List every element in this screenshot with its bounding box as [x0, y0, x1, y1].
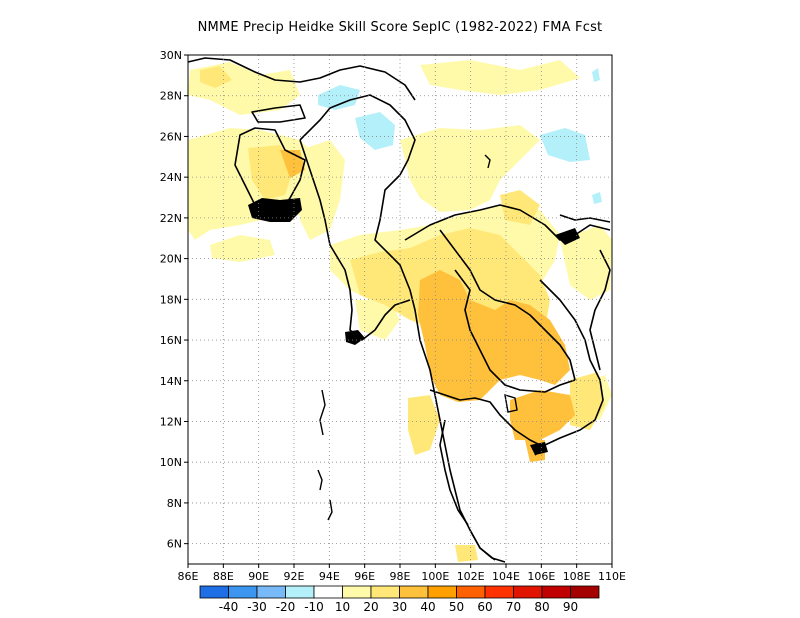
- colorbar-swatch: [199, 585, 229, 599]
- islands: [317, 154, 518, 521]
- colorbar-label: 50: [449, 600, 464, 614]
- x-tick-label: 96E: [354, 570, 375, 583]
- x-tick-label: 98E: [390, 570, 411, 583]
- y-tick-label: 22N: [160, 212, 182, 225]
- colorbar-swatch: [484, 585, 514, 599]
- colorbar-swatch: [285, 585, 315, 599]
- y-tick-label: 26N: [160, 130, 182, 143]
- colorbar-swatch: [399, 585, 429, 599]
- coastlines-borders: [187, 57, 611, 563]
- x-tick-label: 110E: [598, 570, 626, 583]
- y-tick-label: 28N: [160, 90, 182, 103]
- y-tick-label: 8N: [167, 497, 182, 510]
- y-tick-label: 16N: [160, 334, 182, 347]
- x-tick-label: 86E: [178, 570, 199, 583]
- colorbar-swatch: [342, 585, 372, 599]
- colorbar-label: 20: [363, 600, 378, 614]
- colorbar-label: 40: [420, 600, 435, 614]
- x-tick-label: 92E: [284, 570, 305, 583]
- y-tick-label: 10N: [160, 456, 182, 469]
- colorbar-label: -40: [219, 600, 239, 614]
- colorbar-label: 30: [392, 600, 407, 614]
- colorbar-swatch: [427, 585, 457, 599]
- gridlines: [188, 55, 612, 564]
- colorbar-label: 90: [563, 600, 578, 614]
- x-tick-label: 94E: [319, 570, 340, 583]
- delta-patches: [248, 198, 580, 455]
- colorbar-swatch: [370, 585, 400, 599]
- y-tick-label: 6N: [167, 538, 182, 551]
- colorbar-swatch: [313, 585, 343, 599]
- skill-shading: [188, 60, 612, 562]
- colorbar-swatch: [513, 585, 543, 599]
- colorbar-swatch: [570, 585, 600, 599]
- colorbar-label: 10: [335, 600, 350, 614]
- x-tick-label: 90E: [248, 570, 269, 583]
- colorbar-label: 60: [477, 600, 492, 614]
- colorbar-label: -30: [247, 600, 267, 614]
- y-tick-label: 18N: [160, 293, 182, 306]
- colorbar-swatch: [228, 585, 258, 599]
- y-axis-ticks: 6N 8N 10N 12N 14N 16N 18N 20N 22N 24N 26N 28N 30N: [160, 49, 188, 551]
- colorbar: -40 -30 -20 -10 10 20 30 40 50 60 70 80 90: [199, 585, 600, 614]
- x-axis-ticks: 86E 88E 90E 92E 94E 96E 98E 100E 102E 104E 106E 108…: [178, 564, 626, 583]
- colorbar-swatch: [541, 585, 571, 599]
- x-tick-label: 108E: [563, 570, 591, 583]
- y-tick-label: 30N: [160, 49, 182, 62]
- y-tick-label: 20N: [160, 253, 182, 266]
- colorbar-swatch: [256, 585, 286, 599]
- x-tick-label: 106E: [527, 570, 555, 583]
- x-tick-label: 100E: [421, 570, 449, 583]
- shading-30-40: [280, 150, 575, 462]
- chart-title: NMME Precip Heidke Skill Score SepIC (19…: [197, 20, 603, 35]
- x-tick-label: 102E: [457, 570, 485, 583]
- x-tick-label: 88E: [213, 570, 234, 583]
- y-tick-label: 24N: [160, 171, 182, 184]
- colorbar-label: 70: [506, 600, 521, 614]
- colorbar-swatch: [456, 585, 486, 599]
- colorbar-label: -20: [276, 600, 296, 614]
- x-tick-label: 104E: [492, 570, 520, 583]
- y-tick-label: 12N: [160, 415, 182, 428]
- colorbar-label: 80: [534, 600, 549, 614]
- colorbar-label: -10: [304, 600, 324, 614]
- y-tick-label: 14N: [160, 375, 182, 388]
